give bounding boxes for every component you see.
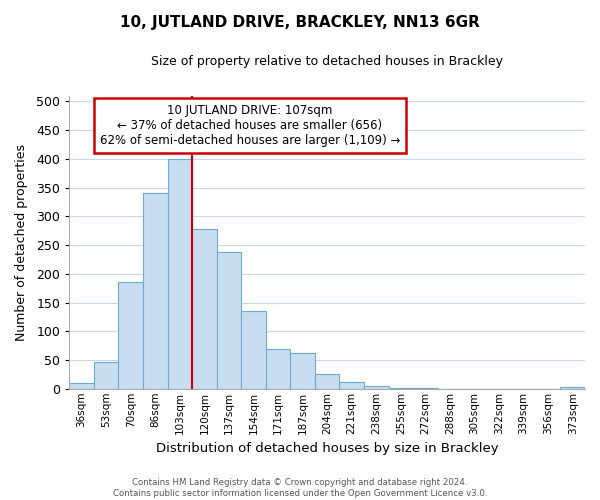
Title: Size of property relative to detached houses in Brackley: Size of property relative to detached ho… — [151, 55, 503, 68]
Bar — [217, 252, 241, 389]
X-axis label: Distribution of detached houses by size in Brackley: Distribution of detached houses by size … — [156, 442, 499, 455]
Bar — [241, 311, 266, 389]
Bar — [340, 382, 364, 389]
Text: Contains HM Land Registry data © Crown copyright and database right 2024.
Contai: Contains HM Land Registry data © Crown c… — [113, 478, 487, 498]
Bar — [143, 194, 167, 389]
Bar — [167, 159, 192, 389]
Text: 10, JUTLAND DRIVE, BRACKLEY, NN13 6GR: 10, JUTLAND DRIVE, BRACKLEY, NN13 6GR — [120, 15, 480, 30]
Bar — [118, 282, 143, 389]
Text: 10 JUTLAND DRIVE: 107sqm
← 37% of detached houses are smaller (656)
62% of semi-: 10 JUTLAND DRIVE: 107sqm ← 37% of detach… — [100, 104, 400, 148]
Bar — [560, 387, 585, 389]
Bar — [364, 386, 389, 389]
Bar — [94, 362, 118, 389]
Bar — [315, 374, 340, 389]
Bar — [192, 229, 217, 389]
Bar — [266, 348, 290, 389]
Bar — [290, 353, 315, 389]
Bar — [389, 388, 413, 389]
Y-axis label: Number of detached properties: Number of detached properties — [15, 144, 28, 340]
Bar — [413, 388, 437, 389]
Bar — [70, 383, 94, 389]
